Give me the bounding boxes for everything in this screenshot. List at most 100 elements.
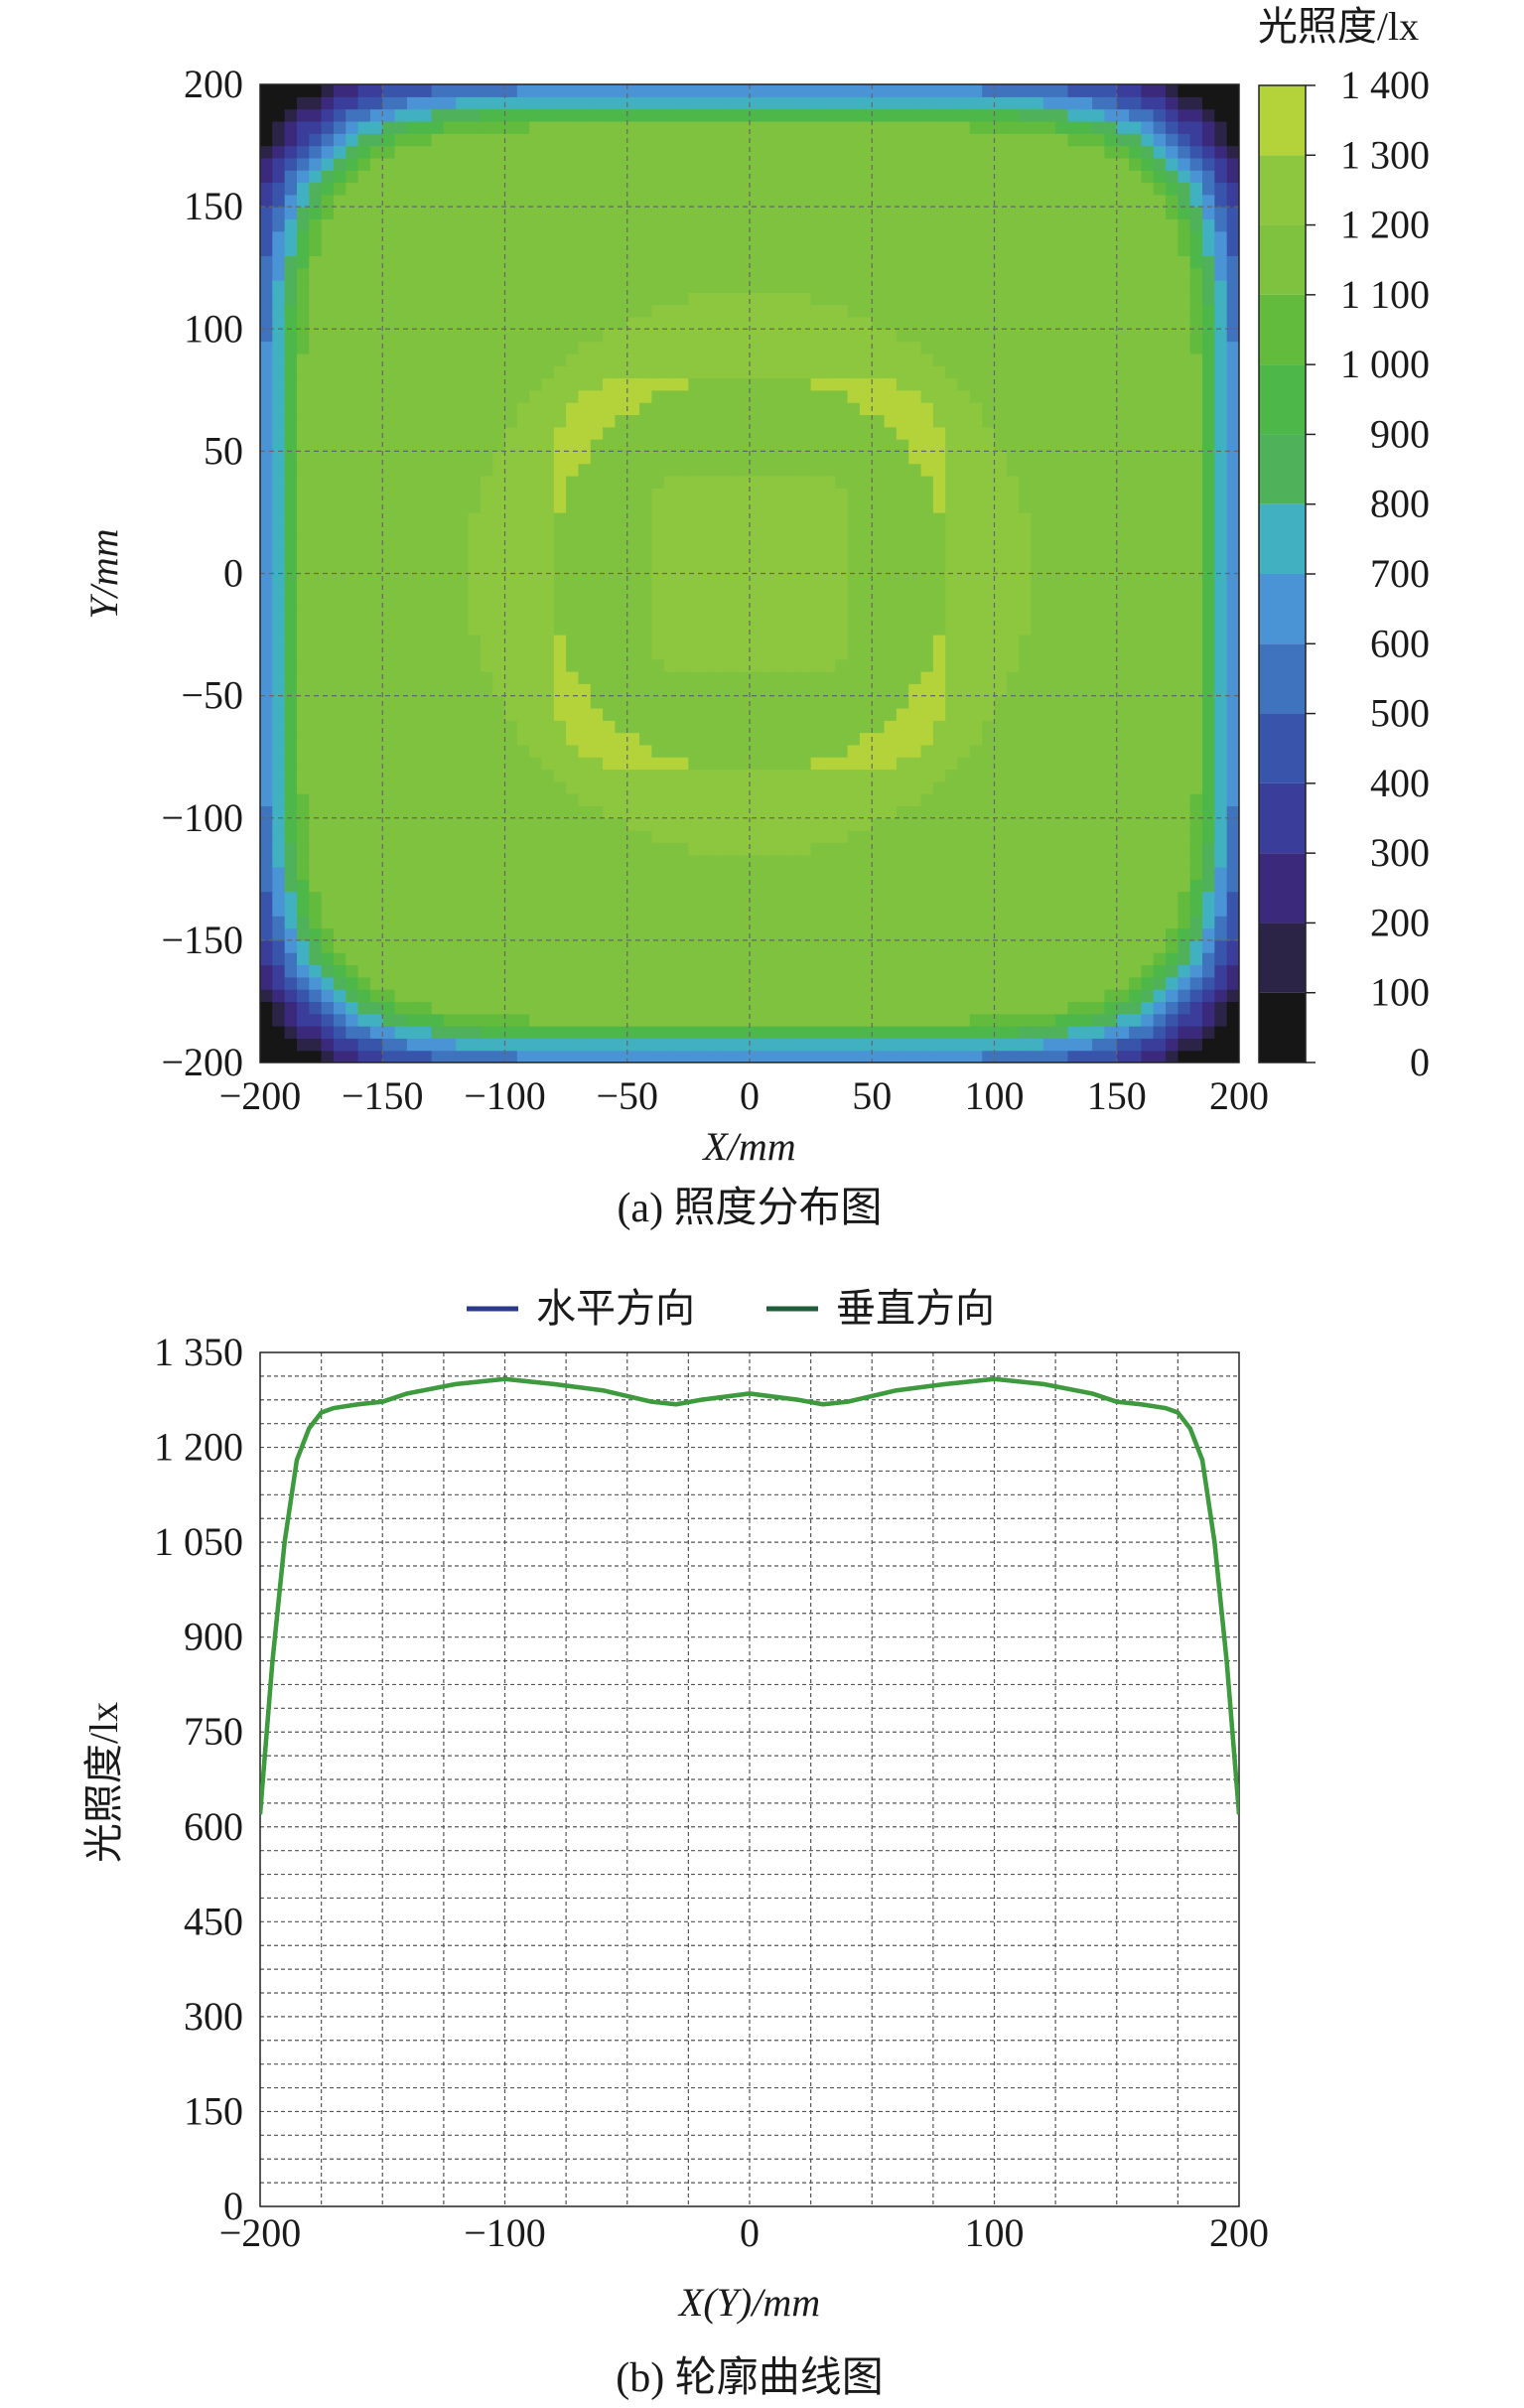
heatmap-cell	[737, 939, 751, 953]
heatmap-cell	[737, 170, 751, 184]
heatmap-cell	[945, 145, 959, 159]
heatmap-cell	[908, 561, 922, 575]
heatmap-cell	[932, 280, 946, 293]
heatmap-cell	[615, 451, 628, 465]
heatmap-cell	[896, 891, 909, 905]
heatmap-cell	[762, 598, 775, 612]
heatmap-cell	[492, 927, 506, 941]
heatmap-cell	[713, 879, 726, 893]
heatmap-cell	[785, 842, 799, 856]
heatmap-cell	[920, 769, 934, 782]
heatmap-cell	[468, 84, 482, 97]
heatmap-cell	[260, 646, 273, 660]
heatmap-cell	[406, 511, 420, 525]
heatmap-cell	[382, 182, 396, 196]
heatmap-cell	[603, 732, 617, 746]
heatmap-cell	[798, 964, 812, 978]
heatmap-cell	[309, 426, 323, 440]
heatmap-cell	[431, 927, 445, 941]
heatmap-cell	[651, 536, 665, 550]
heatmap-cell	[431, 255, 445, 269]
heatmap-cell	[969, 170, 983, 184]
heatmap-cell	[406, 805, 420, 819]
heatmap-cell	[529, 218, 543, 232]
heatmap-cell	[456, 341, 470, 354]
heatmap-cell	[737, 292, 751, 306]
heatmap-cell	[272, 488, 286, 501]
heatmap-cell	[773, 84, 787, 97]
heatmap-cell	[492, 585, 506, 599]
heatmap-cell	[296, 598, 310, 612]
heatmap-cell	[615, 243, 628, 256]
heatmap-cell	[945, 939, 959, 953]
heatmap-cell	[835, 927, 849, 941]
heatmap-cell	[480, 598, 493, 612]
heatmap-cell	[663, 622, 677, 636]
heatmap-cell	[369, 695, 383, 709]
heatmap-cell	[603, 255, 617, 269]
heatmap-cell	[406, 976, 420, 990]
heatmap-cell	[357, 280, 371, 293]
heatmap-cell	[369, 1013, 383, 1027]
heatmap-cell	[676, 671, 689, 684]
heatmap-cell	[553, 1050, 567, 1062]
heatmap-cell	[406, 120, 420, 134]
heatmap-cell	[443, 84, 457, 97]
heatmap-cell	[908, 84, 922, 97]
heatmap-cell	[346, 414, 359, 428]
heatmap-cell	[456, 989, 470, 1003]
heatmap-cell	[773, 182, 787, 196]
heatmap-cell	[553, 891, 567, 905]
heatmap-cell	[369, 598, 383, 612]
heatmap-cell	[896, 304, 909, 318]
heatmap-cell	[468, 989, 482, 1003]
heatmap-cell	[920, 622, 934, 636]
heatmap-cell	[859, 353, 873, 366]
heatmap-cell	[603, 976, 617, 990]
heatmap-cell	[908, 157, 922, 171]
heatmap-cell	[957, 488, 971, 501]
heatmap-cell	[651, 695, 665, 709]
heatmap-cell	[590, 524, 604, 538]
heatmap-cell	[369, 805, 383, 819]
heatmap-cell	[835, 463, 849, 477]
heatmap-cell	[651, 230, 665, 244]
heatmap-cell	[516, 353, 530, 366]
heatmap-cell	[480, 976, 493, 990]
heatmap-cell	[603, 316, 617, 330]
heatmap-cell	[847, 1050, 861, 1062]
heatmap-cell	[700, 964, 714, 978]
heatmap-cell	[603, 218, 617, 232]
heatmap-cell	[321, 476, 335, 489]
heatmap-cell	[260, 243, 273, 256]
heatmap-cell	[284, 524, 298, 538]
heatmap-cell	[773, 499, 787, 513]
heatmap-cell	[468, 230, 482, 244]
heatmap-cell	[357, 304, 371, 318]
heatmap-cell	[896, 744, 909, 758]
heatmap-cell	[994, 976, 1008, 990]
heatmap-cell	[468, 341, 482, 354]
heatmap-cell	[884, 891, 898, 905]
heatmap-cell	[835, 255, 849, 269]
heatmap-cell	[369, 170, 383, 184]
heatmap-cell	[859, 720, 873, 734]
heatmap-cell	[969, 695, 983, 709]
heatmap-cell	[859, 377, 873, 391]
heatmap-cell	[296, 927, 310, 941]
heatmap-cell	[309, 879, 323, 893]
heatmap-cell	[296, 329, 310, 343]
heatmap-cell	[382, 353, 396, 366]
heatmap-cell	[321, 707, 335, 721]
heatmap-cell	[394, 267, 408, 281]
heatmap-cell	[700, 157, 714, 171]
heatmap-cell	[872, 817, 886, 831]
heatmap-cell	[443, 561, 457, 575]
heatmap-cell	[920, 402, 934, 416]
heatmap-cell	[762, 1050, 775, 1062]
heatmap-cell	[504, 267, 518, 281]
heatmap-cell	[639, 389, 653, 403]
heatmap-cell	[492, 879, 506, 893]
heatmap-cell	[272, 426, 286, 440]
heatmap-cell	[394, 842, 408, 856]
